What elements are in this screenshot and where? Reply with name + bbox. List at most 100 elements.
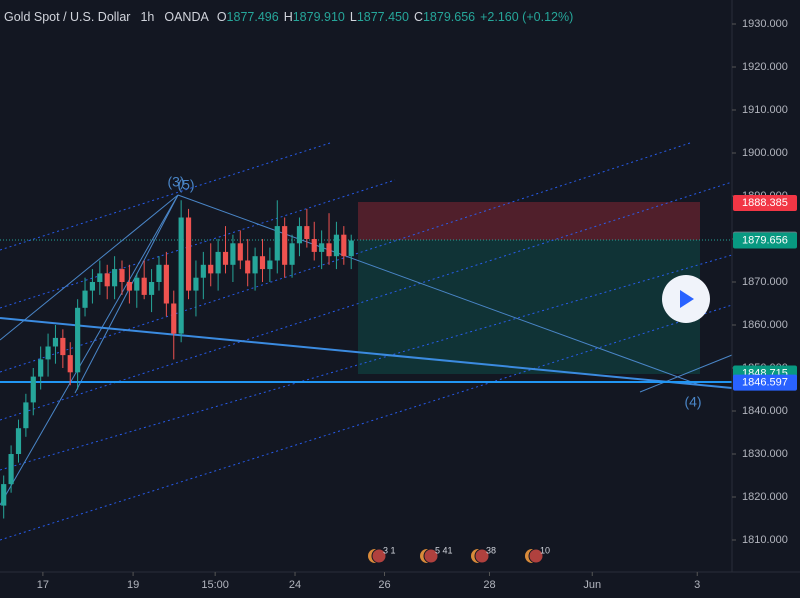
candle-body [82, 290, 88, 308]
play-button[interactable] [662, 275, 710, 323]
ohlc-key: L [350, 10, 357, 24]
x-tick-label: 17 [37, 579, 49, 591]
ohlc-value: 1877.496 [227, 10, 279, 24]
wave-line [639, 354, 733, 393]
play-icon[interactable] [680, 290, 694, 308]
candle-body [304, 226, 310, 239]
candle-body [67, 355, 73, 373]
event-label: 5 41 [435, 545, 453, 555]
y-tick-label: 1870.000 [742, 276, 788, 288]
y-tick-label: 1920.000 [742, 61, 788, 73]
price-tag-label: 1879.656 [742, 234, 788, 246]
y-tick-label: 1810.000 [742, 534, 788, 546]
candle-body [38, 359, 44, 377]
price-tag-label: 1888.385 [742, 197, 788, 209]
price-tag-label: 1846.597 [742, 377, 788, 389]
ohlc-value: 1877.450 [357, 10, 409, 24]
candle-body [148, 282, 155, 295]
header: Gold Spot / U.S. Dollar 1h OANDA O1877.496 H… [4, 10, 573, 24]
candle-body [200, 264, 206, 278]
candle-body [193, 277, 199, 291]
candle-body [222, 251, 229, 265]
candle-body [259, 256, 266, 270]
price-tag [733, 194, 797, 211]
y-tick-label: 1910.000 [742, 104, 788, 116]
candle-body [97, 273, 103, 283]
x-tick-label: 3 [694, 579, 700, 591]
candle-body [126, 282, 132, 291]
symbol: Gold Spot / U.S. Dollar [4, 10, 130, 24]
wave-line [177, 194, 701, 386]
candle-body [156, 264, 162, 283]
y-tick-label: 1830.000 [742, 448, 788, 460]
ohlc-key: H [284, 10, 293, 24]
candle-body [245, 260, 251, 274]
ohlc-key: C [414, 10, 423, 24]
event-label: 3 1 [383, 545, 396, 555]
candle-body [141, 277, 147, 295]
event-icon [423, 548, 439, 564]
channel-line [0, 181, 733, 421]
x-tick-label: 19 [127, 579, 139, 591]
price-tag [733, 232, 797, 249]
y-tick-label: 1930.000 [742, 18, 788, 30]
candle-body [274, 226, 280, 261]
candle-body [289, 243, 295, 265]
wave-label: (3) [167, 174, 184, 190]
channel-line [0, 179, 396, 309]
price-tag [733, 374, 797, 391]
event-icon [474, 548, 490, 564]
candle-body [15, 428, 22, 455]
ohlc-value: 1879.656 [423, 10, 475, 24]
ohlc-value: 1879.910 [293, 10, 345, 24]
y-tick-label: 1820.000 [742, 491, 788, 503]
candle-body [112, 269, 118, 287]
candle-body [178, 217, 184, 334]
candle-body [163, 264, 169, 304]
ohlc-key: O [217, 10, 227, 24]
target-zone [358, 240, 700, 374]
candle-body [267, 260, 273, 270]
candle-body [311, 238, 317, 252]
candle-body [185, 217, 192, 291]
candle-body [8, 454, 14, 485]
x-tick-label: 24 [289, 579, 301, 591]
candle-body [89, 282, 96, 291]
candle-body [134, 277, 140, 291]
interval: 1h [140, 10, 154, 24]
drawings [0, 142, 733, 541]
trend-line [0, 317, 733, 389]
candle-body [341, 234, 347, 257]
stop-zone [358, 202, 700, 240]
event-icon [528, 548, 544, 564]
candle-body [30, 376, 36, 403]
wave-label: (4) [684, 394, 701, 410]
candle-body [1, 484, 7, 506]
exchange: OANDA [164, 10, 209, 24]
wave-line [0, 194, 179, 341]
y-tick-label: 1900.000 [742, 147, 788, 159]
candle-body [119, 269, 125, 283]
candle-body [296, 226, 303, 244]
candle-body [282, 226, 288, 265]
wave-label: (5) [177, 177, 194, 193]
change: +2.160 (+0.12%) [480, 10, 573, 24]
x-tick-label: 15:00 [201, 579, 229, 591]
candle-body [252, 256, 258, 274]
candle-body [45, 346, 51, 360]
candle-body [215, 251, 221, 274]
candle-body [60, 337, 66, 356]
x-tick-label: Jun [583, 579, 601, 591]
channel-line [0, 254, 733, 471]
candle-body [326, 243, 332, 257]
candle-body [230, 243, 236, 265]
candle-body [348, 240, 354, 257]
event-label: 38 [486, 545, 496, 555]
candle-body [104, 273, 110, 287]
candle-body [319, 243, 325, 252]
wave-line [74, 194, 179, 394]
channel-line [0, 142, 691, 373]
x-tick-label: 26 [378, 579, 390, 591]
event-icon [371, 548, 387, 564]
